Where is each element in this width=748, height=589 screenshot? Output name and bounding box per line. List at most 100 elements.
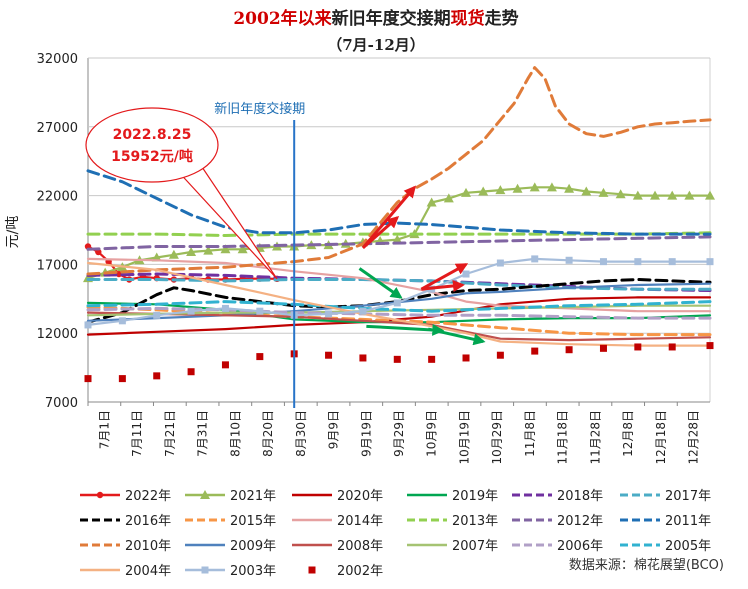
x-tick-label: 10月9日 xyxy=(425,410,439,457)
y-axis: 7000 12000 17000 22000 27000 32000 xyxy=(37,52,78,411)
series-2004年 xyxy=(86,261,712,347)
data-point xyxy=(187,368,195,376)
data-point xyxy=(565,256,573,264)
x-tick-label: 9月29日 xyxy=(392,410,406,457)
callout-ellipse xyxy=(85,107,219,183)
data-point xyxy=(706,342,714,350)
data-point xyxy=(168,249,179,259)
y-tick-label: 32000 xyxy=(37,52,78,67)
data-point xyxy=(153,311,161,319)
legend-item: 2010年 xyxy=(80,539,171,554)
legend-item: 2021年 xyxy=(185,489,276,504)
legend-item: 2008年 xyxy=(292,539,383,554)
chart-title-part: 以来 xyxy=(298,8,333,29)
legend-label: 2005年 xyxy=(665,539,711,554)
data-point xyxy=(531,255,539,263)
data-point xyxy=(599,258,607,266)
data-point xyxy=(359,307,367,315)
data-point xyxy=(426,197,437,207)
series-2021年 xyxy=(83,182,715,283)
y-axis-label: 元/吨 xyxy=(5,216,21,249)
series-2008年 xyxy=(86,311,712,342)
legend-item: 2020年 xyxy=(292,489,383,504)
data-point xyxy=(705,190,715,200)
data-point xyxy=(325,310,333,318)
series-line xyxy=(86,311,712,342)
data-point xyxy=(650,190,661,200)
data-point xyxy=(187,307,195,315)
legend-label: 2008年 xyxy=(337,539,383,554)
y-tick-label: 17000 xyxy=(37,258,78,273)
data-point xyxy=(96,491,104,499)
data-point xyxy=(221,304,229,312)
data-point xyxy=(237,244,248,254)
down-arrow xyxy=(427,327,486,346)
legend-label: 2011年 xyxy=(665,514,711,529)
legend-item: 2007年 xyxy=(407,539,498,554)
x-tick-label: 7月1日 xyxy=(97,410,111,449)
callout-bubble: 2022.8.25 15952元/吨 xyxy=(85,107,278,280)
y-tick-label: 22000 xyxy=(37,190,78,205)
series-2005年 xyxy=(86,300,712,313)
data-point xyxy=(443,193,454,203)
series-2013年 xyxy=(86,231,712,237)
data-point xyxy=(581,186,592,196)
chart-title-part: 现货 xyxy=(451,8,485,29)
x-tick-label: 10月19日 xyxy=(457,410,471,465)
legend-item: 2016年 xyxy=(80,514,171,529)
data-point xyxy=(325,351,333,359)
data-point xyxy=(565,346,573,354)
data-point xyxy=(668,258,676,266)
data-point xyxy=(564,183,575,193)
legend-label: 2020年 xyxy=(337,489,383,504)
series-2017年 xyxy=(86,278,712,291)
data-point xyxy=(496,259,504,267)
x-tick-label: 7月21日 xyxy=(163,410,177,457)
legend-label: 2007年 xyxy=(452,539,498,554)
x-tick-label: 12月18日 xyxy=(654,410,668,465)
legend-item: 2014年 xyxy=(292,514,383,529)
callout-price: 15952元/吨 xyxy=(111,148,193,165)
legend-item: 2013年 xyxy=(407,514,498,529)
x-axis: 7月1日 7月11日 7月21日 7月31日 8月10日 8月20日 8月30日 9月9日 9月… xyxy=(87,402,701,465)
x-tick-label: 9月19日 xyxy=(359,410,373,457)
grid-lines xyxy=(87,57,711,403)
series-line xyxy=(86,169,712,236)
data-point xyxy=(529,182,540,192)
transition-label: 新旧年度交接期 xyxy=(214,101,305,117)
legend-item: 2006年 xyxy=(512,539,603,554)
data-point xyxy=(200,490,210,499)
legend-label: 2019年 xyxy=(452,489,498,504)
y-tick-label: 7000 xyxy=(45,396,78,411)
source-note: 数据来源：棉花展望(BCO) xyxy=(569,557,724,573)
x-tick-label: 12月8日 xyxy=(621,410,635,457)
legend-item: 2009年 xyxy=(185,539,276,554)
data-point xyxy=(667,190,678,200)
series-line xyxy=(86,300,712,313)
data-point xyxy=(203,245,214,255)
down-arrow xyxy=(358,267,403,299)
data-point xyxy=(392,234,403,244)
data-point xyxy=(201,566,209,574)
data-point xyxy=(531,347,539,355)
chart-title: 2002年以来新旧年度交接期现货走势 xyxy=(233,8,518,29)
legend-item: 2015年 xyxy=(185,514,276,529)
series-2011年 xyxy=(86,169,712,236)
legend-label: 2013年 xyxy=(452,514,498,529)
data-point xyxy=(495,185,506,195)
legend-label: 2016年 xyxy=(125,514,171,529)
data-point xyxy=(153,372,161,380)
series-line xyxy=(86,282,712,322)
x-tick-label: 8月30日 xyxy=(294,410,308,457)
chart-title-part: 2002年 xyxy=(233,8,297,29)
x-tick-label: 11月8日 xyxy=(523,410,537,457)
transition-marker: 新旧年度交接期 xyxy=(214,101,305,408)
legend-label: 2002年 xyxy=(337,564,383,579)
data-point xyxy=(256,353,264,361)
x-tick-label: 9月9日 xyxy=(327,410,341,449)
data-point xyxy=(221,361,229,369)
legend-label: 2018年 xyxy=(557,489,603,504)
legend-label: 2021年 xyxy=(230,489,276,504)
legend-label: 2009年 xyxy=(230,539,276,554)
